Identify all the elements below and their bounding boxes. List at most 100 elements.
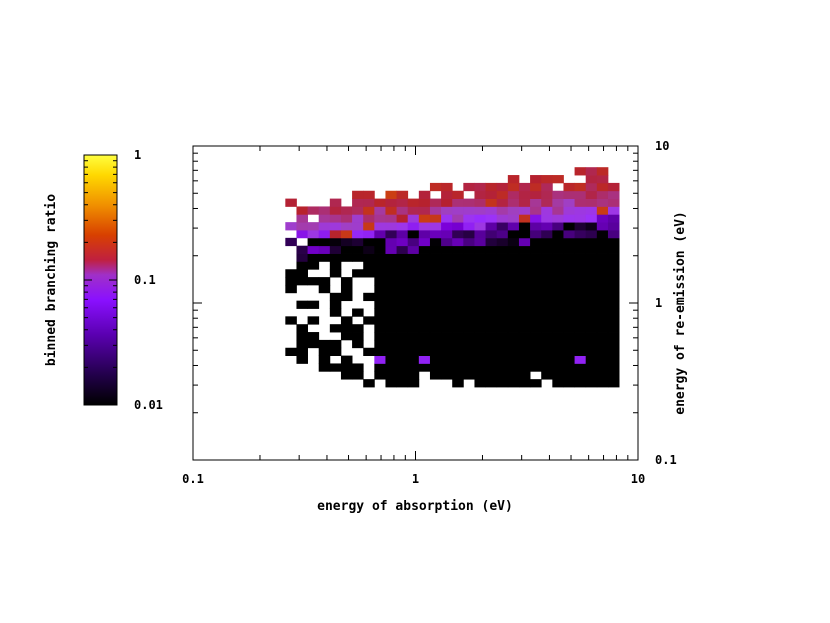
heatmap-cell <box>418 190 431 199</box>
heatmap-cell <box>552 332 564 341</box>
heatmap-cell <box>574 347 587 356</box>
heatmap-cell <box>507 182 520 192</box>
heatmap-cell <box>352 324 364 333</box>
heatmap-cell <box>496 284 509 294</box>
heatmap-cell <box>485 253 498 262</box>
heatmap-cell <box>574 269 587 278</box>
heatmap-cell <box>452 347 464 356</box>
heatmap-cell <box>441 253 453 262</box>
heatmap-cell <box>441 261 453 270</box>
heatmap-cell <box>396 206 409 215</box>
heatmap-cell <box>452 245 464 254</box>
heatmap-cell <box>574 324 587 333</box>
heatmap-cell <box>429 308 442 317</box>
heatmap-cell <box>285 284 297 294</box>
heatmap-cell <box>463 230 475 239</box>
heatmap-cell <box>541 245 553 254</box>
heatmap-cell <box>596 300 609 309</box>
heatmap-cell <box>407 379 420 388</box>
heatmap-cell <box>507 214 520 223</box>
heatmap-cell <box>585 347 598 356</box>
heatmap-cell <box>552 214 564 223</box>
heatmap-cell <box>574 261 587 270</box>
heatmap-cell <box>518 308 531 317</box>
heatmap-cell <box>607 347 620 356</box>
heatmap-cell <box>452 237 464 247</box>
heatmap-cell <box>585 198 598 207</box>
heatmap-cell <box>374 222 386 231</box>
heatmap-cell <box>518 222 531 231</box>
heatmap-cell <box>463 332 475 341</box>
heatmap-cell <box>340 277 353 286</box>
heatmap-cell <box>407 284 420 294</box>
heatmap-cell <box>452 292 464 302</box>
heatmap-cell <box>441 316 453 325</box>
heatmap-cell <box>474 253 486 262</box>
heatmap-cell <box>441 371 453 380</box>
heatmap-cell <box>485 339 498 349</box>
heatmap-cell <box>596 284 609 294</box>
heatmap-cell <box>452 261 464 270</box>
heatmap-cell <box>407 363 420 372</box>
heatmap-cell <box>329 292 342 302</box>
heatmap-cell <box>429 198 442 207</box>
heatmap-cell <box>363 347 375 356</box>
heatmap-cell <box>507 316 520 325</box>
heatmap-cell <box>352 332 364 341</box>
heatmap-cell <box>407 355 420 364</box>
heatmap-cell <box>507 245 520 254</box>
heatmap-cell <box>441 206 453 215</box>
heatmap-cell <box>352 308 364 317</box>
heatmap-cell <box>507 261 520 270</box>
heatmap-cell <box>596 308 609 317</box>
heatmap-cell <box>574 222 587 231</box>
heatmap-cell <box>318 214 331 223</box>
heatmap-cell <box>285 269 297 278</box>
heatmap-cell <box>385 284 397 294</box>
heatmap-cell <box>452 190 464 199</box>
heatmap-cell <box>352 230 364 239</box>
heatmap-cell <box>452 332 464 341</box>
heatmap-cell <box>585 222 598 231</box>
heatmap-cell <box>385 206 397 215</box>
heatmap-cell <box>507 277 520 286</box>
heatmap-cell <box>374 355 386 364</box>
heatmap-cell <box>485 379 498 388</box>
heatmap-cell <box>530 379 542 388</box>
heatmap-cell <box>296 245 308 254</box>
heatmap-cell <box>585 237 598 247</box>
heatmap-cell <box>518 379 531 388</box>
heatmap-cell <box>407 300 420 309</box>
heatmap-cell <box>374 371 386 380</box>
heatmap-cell <box>463 198 475 207</box>
heatmap-cell <box>485 292 498 302</box>
heatmap-cell <box>485 308 498 317</box>
heatmap-cell <box>563 206 575 215</box>
heatmap-cell <box>485 347 498 356</box>
heatmap-cell <box>485 182 498 192</box>
heatmap-cell <box>407 347 420 356</box>
heatmap-cell <box>607 379 620 388</box>
heatmap-cell <box>418 355 431 364</box>
heatmap-cell <box>563 222 575 231</box>
heatmap-cell <box>596 245 609 254</box>
heatmap-cell <box>518 269 531 278</box>
heatmap-cell <box>429 347 442 356</box>
heatmap-cell <box>518 214 531 223</box>
heatmap-cell <box>474 222 486 231</box>
heatmap-cell <box>607 300 620 309</box>
heatmap-cell <box>418 245 431 254</box>
heatmap-cell <box>552 355 564 364</box>
heatmap-cell <box>552 261 564 270</box>
heatmap-cell <box>530 308 542 317</box>
heatmap-cell <box>407 261 420 270</box>
heatmap-cell <box>318 363 331 372</box>
heatmap-cell <box>307 316 320 325</box>
heatmap-cell <box>441 245 453 254</box>
heatmap-cell <box>607 292 620 302</box>
heatmap-cell <box>530 230 542 239</box>
heatmap-cell <box>474 339 486 349</box>
heatmap-cell <box>563 261 575 270</box>
heatmap-cell <box>507 371 520 380</box>
heatmap-cell <box>429 206 442 215</box>
